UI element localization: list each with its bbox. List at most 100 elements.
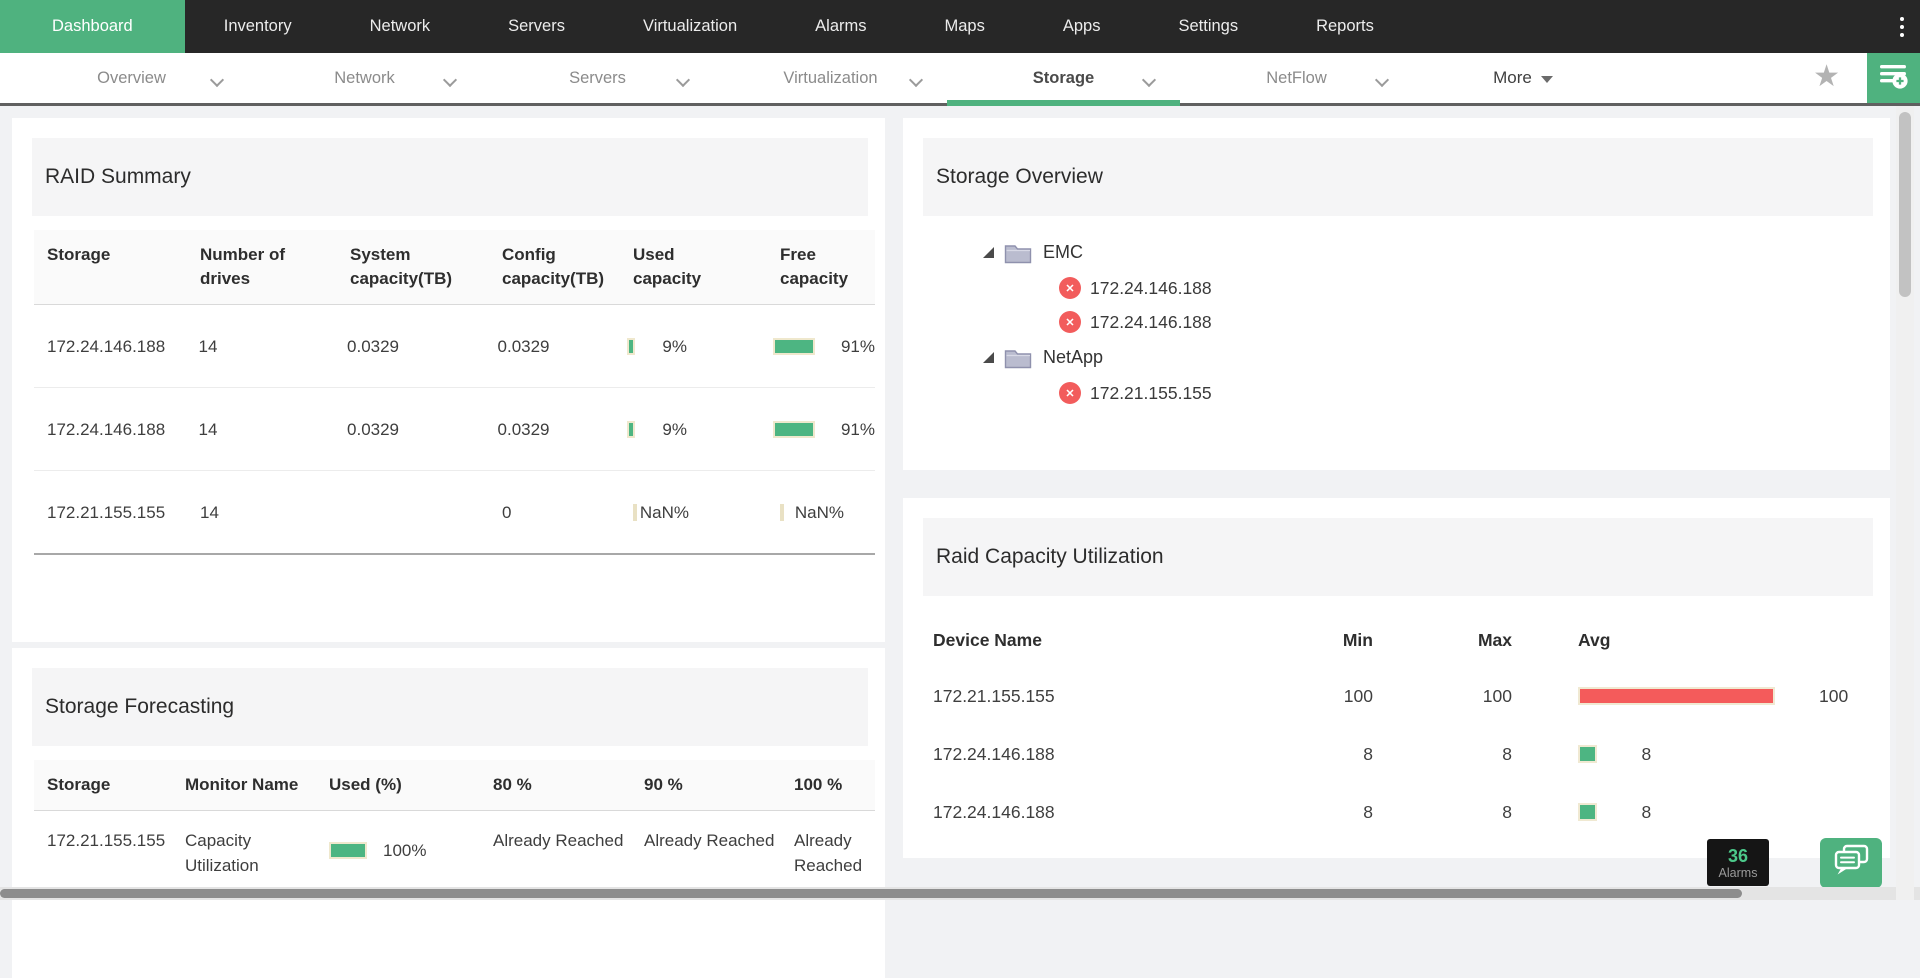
tree-expander-icon[interactable] [983,247,994,258]
cell-storage: 172.24.146.188 [47,336,166,356]
add-widget-icon [1879,62,1909,95]
topnav-item-apps[interactable]: Apps [1062,17,1101,35]
avg-bar [1578,803,1598,821]
tree-expander-icon[interactable] [983,352,994,363]
cell-90pct: Already Reached [644,831,775,850]
column-header-100-: 100 % [794,775,843,794]
tree-device-172-24-146-188[interactable]: ✕ 172.24.146.188 [983,305,1890,339]
column-header-avg: Avg [1578,630,1611,650]
cell-free-capacity: NaN% [780,500,875,525]
cell-config-capacity: 0.0329 [497,419,550,439]
error-status-icon: ✕ [1059,311,1081,333]
tree-device-172-21-155-155[interactable]: ✕ 172.21.155.155 [983,376,1890,410]
tree-group-netapp[interactable]: NetApp [983,339,1890,376]
cell-storage: 172.21.155.155 [47,502,166,522]
storage-forecasting-card: Storage Forecasting Storage Monitor Name U… [12,648,885,978]
column-header-used-: Used (%) [329,775,402,794]
favorite-star-icon[interactable]: ★ [1813,60,1840,93]
column-header-device-name: Device Name [933,630,1042,650]
subnav-tab-netflow[interactable]: NetFlow [1180,53,1413,103]
subnav-tab-overview[interactable]: Overview [15,53,248,103]
cell-device-name: 172.24.146.188 [933,743,1055,764]
column-header-90-: 90 % [644,775,683,794]
cell-80pct: Already Reached [493,831,624,850]
capacity-bar [772,420,815,438]
topnav-item-dashboard[interactable]: Dashboard [0,0,185,53]
tree-device-172-24-146-188[interactable]: ✕ 172.24.146.188 [983,271,1890,305]
table-row: 172.21.155.155 100 100 100 [903,667,1890,725]
table-row: 172.24.146.188 14 0.0329 0.0329 9% 91% [34,305,875,388]
column-header-config-capacity-tb-: Config capacity(TB) [502,245,605,288]
raid-capacity-card: Raid Capacity Utilization Device Name Min… [903,498,1890,858]
subnav-tab-storage[interactable]: Storage [947,53,1180,106]
table-row: 172.21.155.155 Capacity Utilization 100% Al… [34,811,875,948]
topnav-item-inventory[interactable]: Inventory [223,17,292,35]
topnav-item-maps[interactable]: Maps [944,17,985,35]
cell-free-capacity: 91% [772,417,875,442]
table-row: 172.21.155.155 14 0 NaN% NaN% [34,471,875,555]
cell-config-capacity: 0 [502,502,512,522]
capacity-bar [772,337,815,355]
dashboard-sub-navigation: Overview Network Servers Virtualization Stor… [0,53,1920,106]
error-status-icon: ✕ [1059,277,1081,299]
alarm-count: 36 [1727,845,1749,866]
subnav-tab-network[interactable]: Network [248,53,481,103]
column-header-monitor-name: Monitor Name [185,775,299,794]
column-header-storage: Storage [47,775,111,794]
chevron-down-icon [675,72,691,88]
raid-summary-header: RAID Summary [32,138,868,216]
subnav-tab-servers[interactable]: Servers [481,53,714,103]
storage-overview-header: Storage Overview [923,138,1873,216]
topnav-item-network[interactable]: Network [369,17,431,35]
horizontal-scrollbar-thumb[interactable] [0,889,1742,898]
tree-group-label: EMC [1043,242,1083,262]
tree-group-label: NetApp [1043,347,1104,367]
raid-summary-card: RAID Summary Storage Number of drives Syst… [12,118,885,642]
alarms-badge[interactable]: 36 Alarms [1707,839,1769,886]
column-header-80-: 80 % [493,775,532,794]
capacity-bar [780,503,784,521]
raid-capacity-header: Raid Capacity Utilization [923,518,1873,596]
topnav-item-servers[interactable]: Servers [508,17,565,35]
subnav-tab-more[interactable]: More [1413,53,1633,103]
cell-system-capacity: 0.0329 [347,419,400,439]
table-row: 172.24.146.188 14 0.0329 0.0329 9% 91% [34,388,875,471]
cell-drives: 14 [200,502,219,522]
topnav-item-alarms[interactable]: Alarms [815,17,867,35]
avg-value: 100 [1819,685,1849,706]
avg-bar [1578,687,1775,705]
capacity-bar [627,420,635,438]
topnav-item-virtualization[interactable]: Virtualization [642,17,738,35]
column-header-storage: Storage [47,245,111,264]
cell-storage: 172.21.155.155 [47,831,166,850]
storage-overview-card: Storage Overview EMC ✕ 172.24.146.188 ✕ 172.… [903,118,1890,470]
cell-system-capacity: 0.0329 [347,336,400,356]
cell-min: 8 [1363,801,1373,822]
cell-max: 100 [1482,685,1512,706]
cell-device-name: 172.24.146.188 [933,801,1055,822]
cell-config-capacity: 0.0329 [497,336,550,356]
topnav-item-reports[interactable]: Reports [1316,17,1374,35]
card-title: Storage Overview [936,165,1103,188]
vertical-scrollbar-thumb[interactable] [1899,112,1911,297]
tree-device-label: 172.21.155.155 [1090,382,1212,403]
capacity-bar [329,842,367,859]
storage-forecasting-table: Storage Monitor Name Used (%) 80 % 90 % 100 %… [34,760,875,948]
cell-avg: 8 [1578,802,1651,823]
top-navigation-bar: Dashboard Inventory Network Servers Virtuali… [0,0,1920,53]
subnav-tab-virtualization[interactable]: Virtualization [714,53,947,103]
chat-bubbles-icon [1833,844,1870,882]
cell-100pct: Already Reached [794,831,863,875]
tree-group-emc[interactable]: EMC [983,234,1890,271]
column-header-system-capacity-tb-: System capacity(TB) [350,245,453,288]
kebab-menu-icon[interactable] [1900,0,1904,53]
table-row: 172.24.146.188 8 8 8 [903,725,1890,783]
add-widget-button[interactable] [1867,53,1920,103]
support-chat-button[interactable] [1820,838,1882,888]
cell-max: 8 [1502,743,1512,764]
cell-drives: 14 [198,336,218,356]
avg-value: 8 [1641,743,1652,764]
cell-used-capacity: NaN% [633,500,780,525]
chevron-down-icon [1141,72,1157,88]
topnav-item-settings[interactable]: Settings [1178,17,1239,35]
